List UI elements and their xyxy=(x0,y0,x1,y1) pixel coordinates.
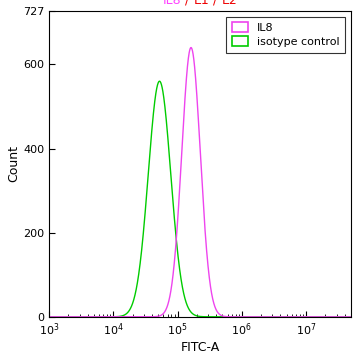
Text: E2: E2 xyxy=(222,0,237,7)
Text: E1: E1 xyxy=(194,0,209,7)
Text: IL8: IL8 xyxy=(163,0,181,7)
Text: /: / xyxy=(209,0,222,7)
Legend: IL8, isotype control: IL8, isotype control xyxy=(226,17,345,52)
Text: /: / xyxy=(181,0,194,7)
Y-axis label: Count: Count xyxy=(7,145,20,182)
X-axis label: FITC-A: FITC-A xyxy=(180,341,219,354)
